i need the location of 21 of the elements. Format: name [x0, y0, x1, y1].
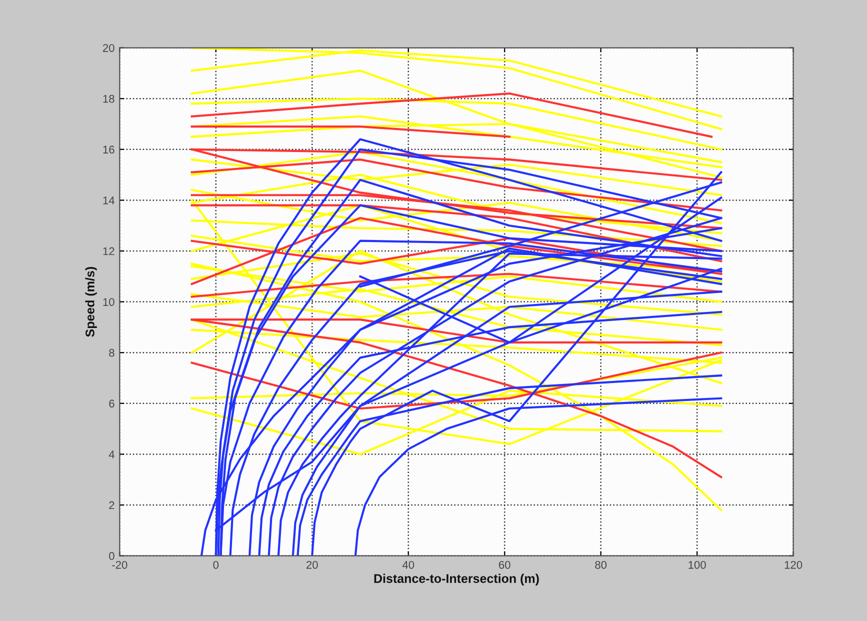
y-tick-label: 16 [103, 146, 114, 154]
y-tick-label: 12 [103, 247, 114, 256]
x-tick-label: 120 [784, 560, 802, 569]
y-tick-label: 6 [109, 400, 114, 408]
x-tick-label: 100 [688, 560, 706, 569]
x-tick-label: 60 [498, 560, 510, 569]
x-tick-label: 80 [595, 560, 607, 569]
y-tick-label: 2 [109, 501, 114, 510]
x-tick-label: 0 [213, 560, 219, 569]
y-tick-label: 10 [103, 298, 114, 306]
y-tick-label: 0 [109, 552, 114, 560]
y-tick-label: 4 [108, 450, 114, 458]
y-tick-label: 20 [102, 44, 114, 52]
x-axis-title: Distance-to-Intersection (m) [374, 574, 539, 586]
x-tick-label: -20 [112, 560, 128, 569]
y-tick-label: 8 [109, 348, 114, 357]
y-tick-label: 14 [103, 196, 114, 204]
y-axis-title: Speed (m/s) [85, 267, 97, 337]
x-tick-label: 40 [402, 560, 414, 569]
x-tick-label: 20 [306, 560, 318, 569]
y-tick-label: 18 [103, 94, 114, 103]
